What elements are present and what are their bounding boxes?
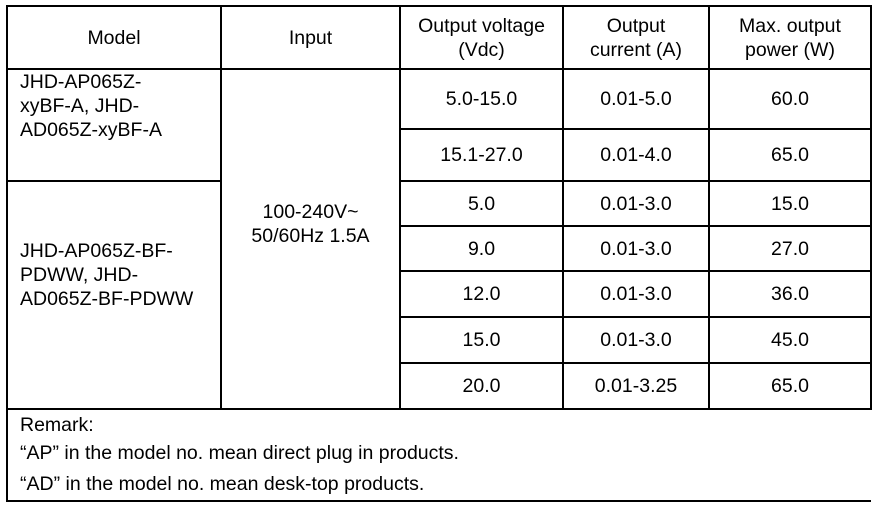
voltage-cell: 12.0	[399, 270, 564, 318]
power-cell: 36.0	[708, 270, 872, 318]
model-cell: JHD-AP065Z-xyBF-A, JHD-AD065Z-xyBF-A	[6, 68, 222, 182]
table-row: 9.0 0.01-3.0 27.0	[7, 225, 872, 272]
power-cell: 15.0	[708, 180, 872, 227]
header-row: Model Input Output voltage (Vdc) Output …	[6, 5, 872, 70]
table-row: 20.0 0.01-3.25 65.0	[7, 362, 872, 410]
header-model: Model	[6, 5, 222, 70]
header-input: Input	[220, 5, 401, 70]
power-cell: 65.0	[708, 362, 872, 410]
current-cell: 0.01-3.0	[562, 225, 710, 272]
model-cell: JHD-AP065Z-BF-PDWW, JHD-AD065Z-BF-PDWW	[6, 180, 222, 410]
current-cell: 0.01-4.0	[562, 128, 710, 182]
current-cell: 0.01-3.0	[562, 270, 710, 318]
voltage-cell: 15.1-27.0	[399, 128, 564, 182]
voltage-cell: 5.0	[399, 180, 564, 227]
table-row: JHD-AP065Z-BF-PDWW, JHD-AD065Z-BF-PDWW 5…	[6, 180, 872, 410]
current-cell: 0.01-5.0	[562, 68, 710, 130]
remark-cell: Remark: “AP” in the model no. mean direc…	[6, 408, 871, 502]
spec-table: Model Input Output voltage (Vdc) Output …	[6, 5, 872, 502]
remark-line: “AP” in the model no. mean direct plug i…	[20, 442, 459, 464]
power-cell: 27.0	[708, 225, 872, 272]
remark-line: “AD” in the model no. mean desk-top prod…	[20, 473, 425, 495]
current-cell: 0.01-3.25	[562, 362, 710, 410]
power-cell: 65.0	[708, 128, 872, 182]
voltage-cell: 15.0	[399, 316, 564, 364]
voltage-cell: 5.0-15.0	[399, 68, 564, 130]
model-text: JHD-AP065Z-xyBF-A, JHD-AD065Z-xyBF-A	[20, 71, 162, 141]
table-row: 12.0 0.01-3.0 36.0	[7, 270, 872, 318]
voltage-cell: 9.0	[399, 225, 564, 272]
header-power: Max. output power (W)	[708, 5, 872, 70]
input-text: 100-240V~ 50/60Hz 1.5A	[251, 201, 370, 247]
current-cell: 0.01-3.0	[562, 180, 710, 227]
table-row: 15.1-27.0 0.01-4.0 65.0	[7, 128, 872, 182]
current-cell: 0.01-3.0	[562, 316, 710, 364]
remark-title: Remark:	[20, 414, 94, 436]
table-row: JHD-AP065Z-xyBF-A, JHD-AD065Z-xyBF-A 100…	[6, 68, 872, 410]
remark-row: Remark: “AP” in the model no. mean direc…	[6, 408, 871, 502]
input-cell: 100-240V~ 50/60Hz 1.5A	[220, 68, 401, 410]
model-text: JHD-AP065Z-BF-PDWW, JHD-AD065Z-BF-PDWW	[20, 240, 194, 310]
voltage-cell: 20.0	[399, 362, 564, 410]
header-current: Output current (A)	[562, 5, 710, 70]
table-row: 15.0 0.01-3.0 45.0	[7, 316, 872, 364]
power-cell: 45.0	[708, 316, 872, 364]
header-voltage: Output voltage (Vdc)	[399, 5, 564, 70]
power-cell: 60.0	[708, 68, 872, 130]
